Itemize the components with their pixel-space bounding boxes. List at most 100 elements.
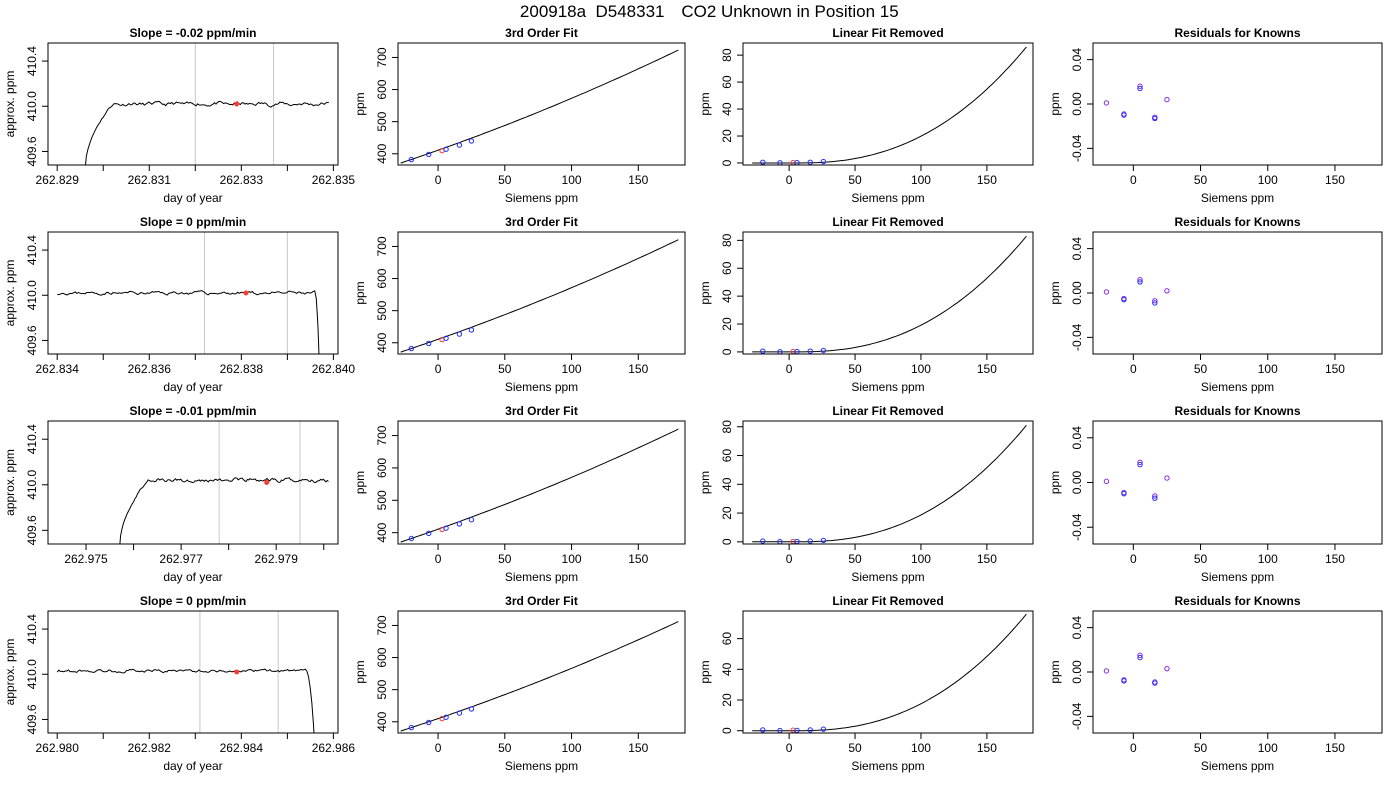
y-axis-label: ppm [1048,660,1062,683]
panel-r2-c3: Linear Fit Removed Siemens ppm ppm 0 50 100 15… [698,215,1034,394]
data-point [1103,100,1110,106]
y-tick-label: 409.6 [25,136,39,166]
plot-area [752,235,1027,354]
plot-area [400,239,679,353]
x-tick-label: 150 [628,362,648,376]
x-tick-label: 150 [628,741,648,755]
data-point [1137,83,1143,89]
residual-curve [752,613,1027,732]
data-point [1164,665,1170,672]
y-axis-label: approx. ppm [3,449,17,516]
panel-r4-c3: Linear Fit Removed Siemens ppm ppm 0 50 100 15… [698,594,1034,773]
data-point [760,727,766,733]
y-tick-label: 409.6 [25,515,39,545]
y-tick-label: -0.04 [1070,702,1084,730]
y-tick-label: 400 [375,332,389,352]
fit-curve [400,621,679,732]
data-point [1103,289,1110,295]
y-tick-label: 410.4 [25,235,39,265]
data-point [807,348,813,354]
panel-frame [1092,420,1383,545]
x-tick-label: 100 [1258,173,1278,187]
x-tick-label: 100 [911,173,931,187]
y-tick-label: 400 [375,711,389,731]
x-tick-label: 100 [562,741,582,755]
y-tick-label: -0.04 [1070,134,1084,162]
y-tick-label: 40 [720,102,734,116]
panel-frame [47,231,339,355]
plot-area [400,621,679,732]
plot-area [1103,83,1170,122]
x-tick-label: 50 [498,552,512,566]
panel-r4-c1: Slope = 0 ppm/min day of year approx. ppm 2… [3,594,355,773]
x-tick-label: 50 [1194,362,1208,376]
y-tick-label: 410.0 [25,659,39,689]
y-tick-label: 40 [720,289,734,303]
unknown-marker [234,669,240,675]
y-axis-label: ppm [698,471,712,494]
y-axis-label: ppm [353,660,367,683]
x-tick-label: 100 [911,362,931,376]
y-tick-label: 700 [375,236,389,256]
y-tick-label: 0 [720,348,734,355]
concentration-trace [57,289,320,354]
residual-curve [752,46,1027,164]
x-tick-label: 150 [1325,741,1345,755]
y-tick-label: 20 [720,693,734,707]
x-tick-label: 50 [848,552,862,566]
data-point [443,525,449,531]
x-tick-label: 150 [628,552,648,566]
panel-title: Linear Fit Removed [832,26,943,40]
panel-frame [397,610,686,734]
data-point [820,726,827,732]
x-axis-label: Siemens ppm [1201,570,1274,584]
x-tick-label: 0 [435,173,442,187]
panel-r2-c2: 3rd Order Fit Siemens ppm ppm 0 50 100 150 400 5… [353,215,686,394]
panel-frame [742,610,1034,734]
plot-area [752,46,1027,165]
y-tick-label: 0.04 [1070,48,1084,72]
x-tick-label: 100 [562,173,582,187]
y-tick-label: 410.4 [25,424,39,454]
x-tick-label: 262.838 [220,362,264,376]
panel-title: Linear Fit Removed [832,594,943,608]
x-tick-label: 262.835 [312,173,356,187]
data-point [408,156,415,163]
y-tick-label: 60 [720,449,734,463]
data-point [760,348,766,354]
data-point [1103,668,1110,674]
panel-r2-c4: Residuals for Knowns Siemens ppm ppm 0 50 100… [1048,215,1383,394]
x-tick-label: 0 [1130,362,1137,376]
panel-title: Slope = -0.01 ppm/min [129,404,256,418]
y-tick-label: 500 [375,300,389,320]
y-tick-label: 40 [720,477,734,491]
x-tick-label: 262.977 [159,552,203,566]
data-point [1103,478,1110,485]
data-point [1137,652,1143,659]
x-axis-label: Siemens ppm [1201,191,1274,205]
x-tick-label: 150 [977,173,997,187]
residual-curve [752,424,1027,543]
data-point [468,706,475,712]
y-tick-label: 60 [720,261,734,275]
x-axis-label: day of year [163,380,222,394]
y-tick-label: 60 [720,632,734,646]
x-tick-label: 100 [562,552,582,566]
y-tick-label: 400 [375,522,389,542]
y-tick-label: 0.04 [1070,426,1084,450]
x-tick-label: 50 [498,741,512,755]
data-point [807,538,813,544]
x-axis-label: Siemens ppm [505,191,578,205]
panel-title: Linear Fit Removed [832,404,943,418]
x-tick-label: 50 [848,173,862,187]
panel-title: Slope = -0.02 ppm/min [129,26,256,40]
x-tick-label: 262.980 [36,741,80,755]
x-tick-label: 0 [435,741,442,755]
panel-frame [742,42,1034,166]
x-tick-label: 150 [1325,362,1345,376]
x-tick-label: 50 [498,173,512,187]
panel-title: Linear Fit Removed [832,215,943,229]
plot-area [1103,459,1170,501]
y-tick-label: 0 [720,538,734,545]
panel-r3-c3: Linear Fit Removed Siemens ppm ppm 0 50 100 15… [698,404,1034,584]
